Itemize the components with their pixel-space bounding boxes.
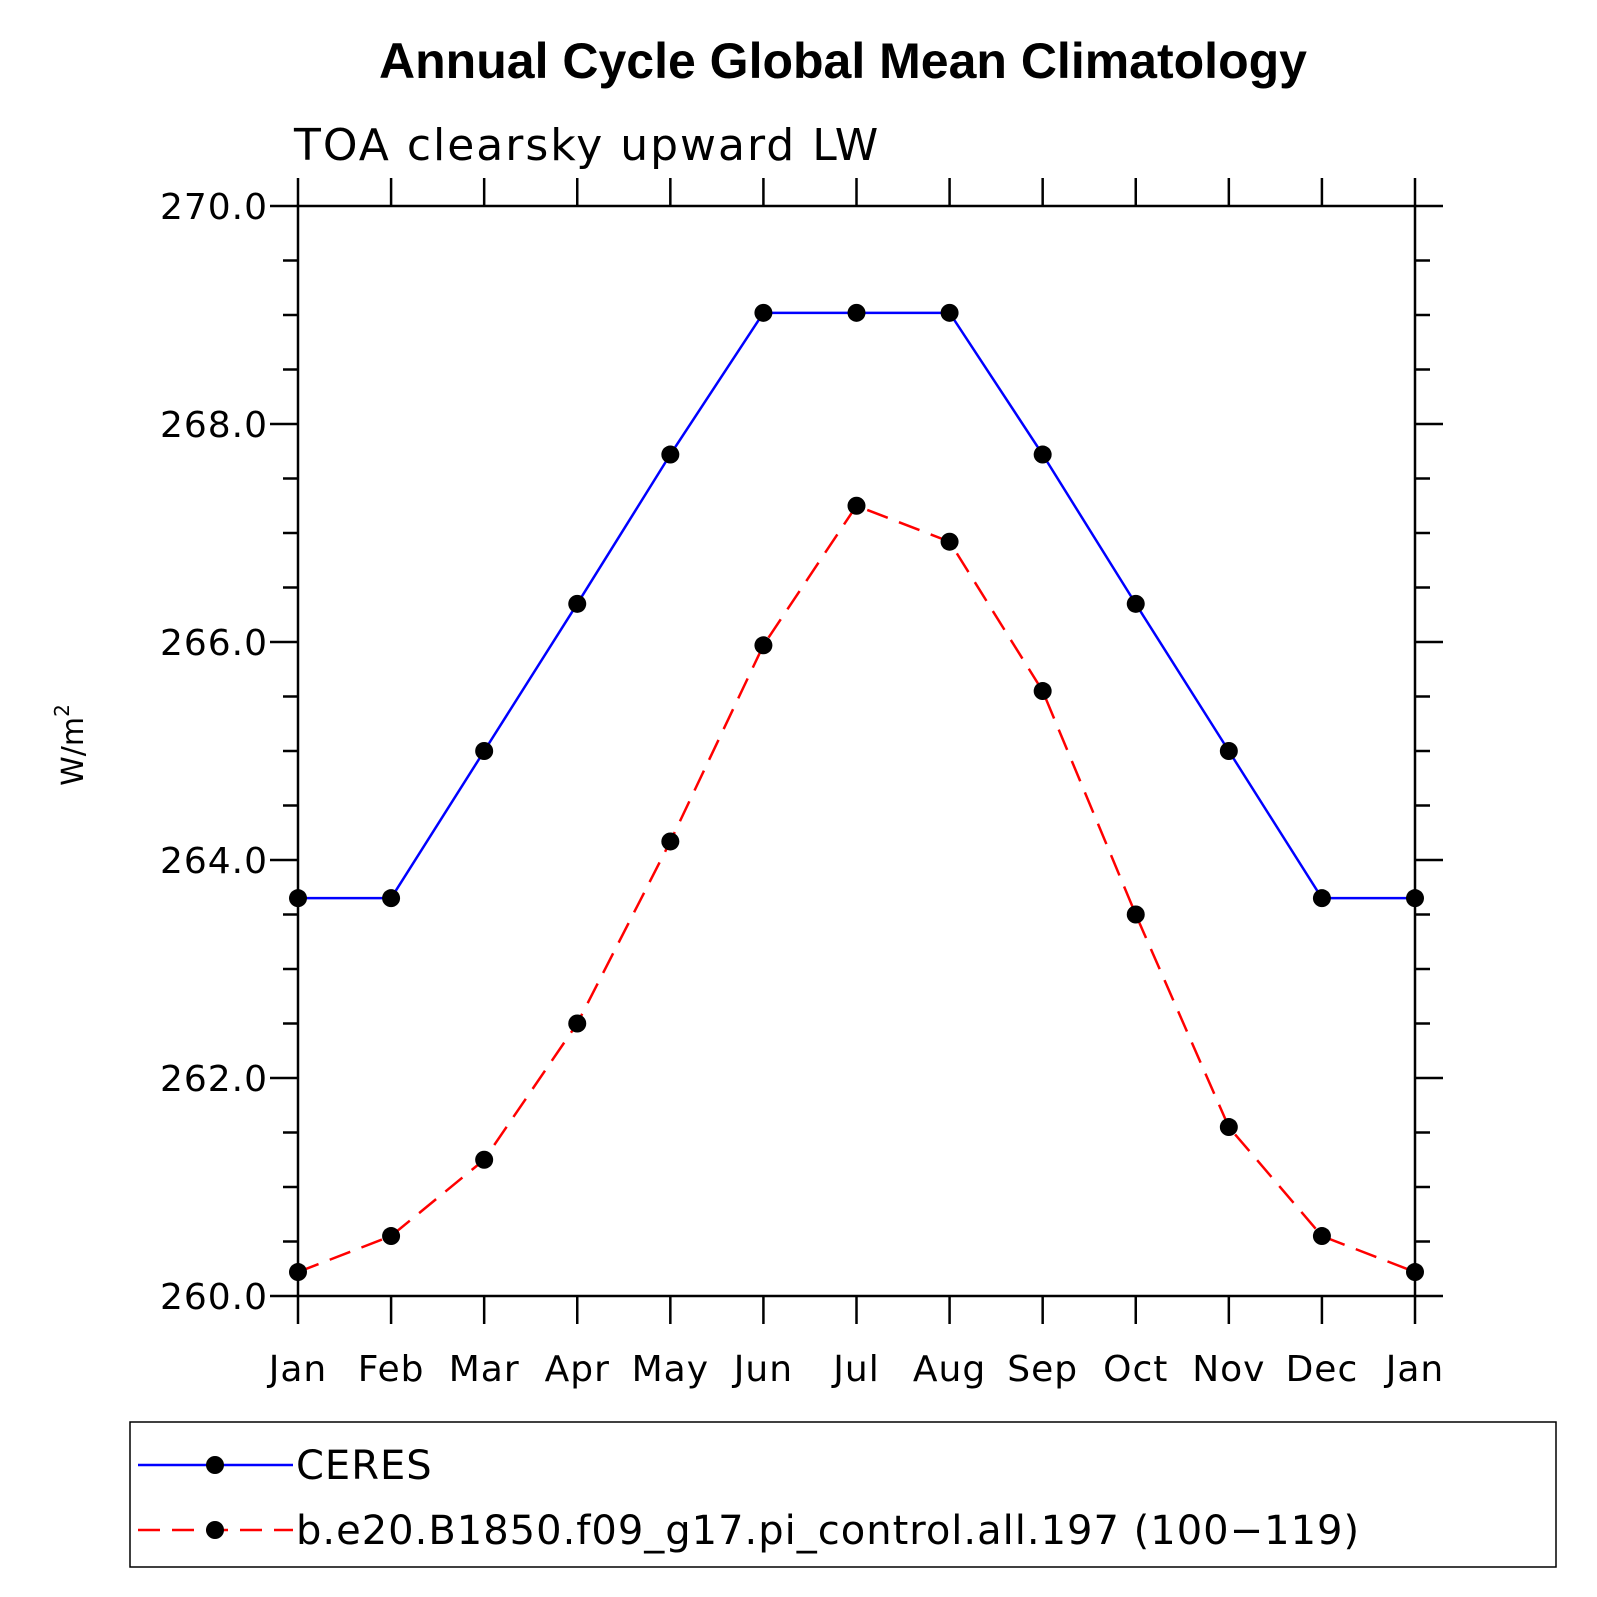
legend-marker: [206, 1456, 224, 1474]
x-tick-label: Dec: [1286, 1349, 1359, 1390]
legend: CERES b.e20.B1850.f09_g17.pi_control.all.…: [129, 1421, 1557, 1568]
y-axis-label-superscript: 2: [50, 704, 74, 717]
plot-border: [296, 204, 1417, 1298]
y-tick-label: 266.0: [160, 623, 268, 664]
data-point: [382, 1227, 401, 1246]
data-point: [1219, 1118, 1238, 1137]
legend-box: [129, 1421, 1557, 1568]
y-axis-label-text: W/m: [56, 717, 91, 786]
data-point: [1312, 1227, 1331, 1246]
x-tick-label: Oct: [1103, 1349, 1168, 1390]
x-tick-label: May: [632, 1349, 709, 1390]
series-layer: [289, 303, 1424, 1282]
chart-title: Annual Cycle Global Mean Climatology: [379, 33, 1307, 89]
chart-subtitle: TOA clearsky upward LW: [293, 120, 880, 171]
data-point: [754, 636, 773, 655]
series-1: [289, 303, 1424, 908]
data-point: [1406, 1263, 1424, 1282]
y-tick-label: 262.0: [160, 1059, 268, 1100]
legend-label: CERES: [296, 1443, 433, 1489]
data-point: [754, 303, 773, 322]
data-point: [289, 889, 307, 908]
data-point: [1406, 889, 1424, 908]
y-axis-label: W/m2: [50, 704, 91, 786]
y-tick-label: 260.0: [160, 1277, 268, 1318]
y-tick-label: 264.0: [160, 841, 268, 882]
x-tick-label: Jan: [1384, 1349, 1445, 1390]
data-point: [847, 303, 866, 322]
legend-item: b.e20.B1850.f09_g17.pi_control.all.197 (…: [138, 1508, 1360, 1554]
data-point: [289, 1263, 307, 1282]
x-tick-label: Jun: [732, 1349, 793, 1390]
data-point: [568, 1014, 587, 1033]
data-point: [1033, 682, 1052, 701]
x-tick-label: Feb: [358, 1349, 425, 1390]
data-point: [940, 303, 959, 322]
y-tick-label: 268.0: [160, 405, 268, 446]
plot-frame: [296, 204, 1417, 1298]
data-point: [382, 889, 401, 908]
data-point: [1126, 594, 1145, 613]
x-tick-label: Sep: [1007, 1349, 1078, 1390]
data-point: [940, 532, 959, 551]
legend-marker: [206, 1521, 224, 1539]
x-tick-label: Mar: [449, 1349, 520, 1390]
series-line: [297, 504, 1416, 1274]
legend-label: b.e20.B1850.f09_g17.pi_control.all.197 (…: [296, 1508, 1360, 1554]
x-tick-label: Nov: [1192, 1349, 1265, 1390]
x-tick-label: Aug: [913, 1349, 986, 1390]
x-tick-label: Jul: [831, 1349, 879, 1390]
series-line: [298, 311, 1415, 900]
x-tick-label: Jan: [267, 1349, 328, 1390]
x-tick-label: Apr: [545, 1349, 610, 1390]
x-axis-ticks: Jan Feb Mar Apr May Jun Jul Aug Sep Oct Nov Dec Jan: [267, 178, 1445, 1390]
data-point: [1033, 445, 1052, 464]
y-axis-ticks: 260.0 262.0 264.0 266.0 268.0 270.0: [160, 187, 1443, 1318]
data-point: [661, 832, 680, 851]
y-tick-label: 270.0: [160, 187, 268, 228]
data-point: [475, 1150, 494, 1169]
data-point: [1126, 905, 1145, 924]
data-point: [1219, 742, 1238, 760]
data-point: [475, 742, 494, 760]
legend-item: CERES: [138, 1443, 433, 1489]
series-2: [289, 496, 1424, 1282]
data-point: [1312, 889, 1331, 908]
data-point: [661, 445, 680, 464]
legend-items: CERES b.e20.B1850.f09_g17.pi_control.all.…: [138, 1443, 1360, 1554]
data-point: [568, 594, 587, 613]
data-point: [847, 496, 866, 515]
